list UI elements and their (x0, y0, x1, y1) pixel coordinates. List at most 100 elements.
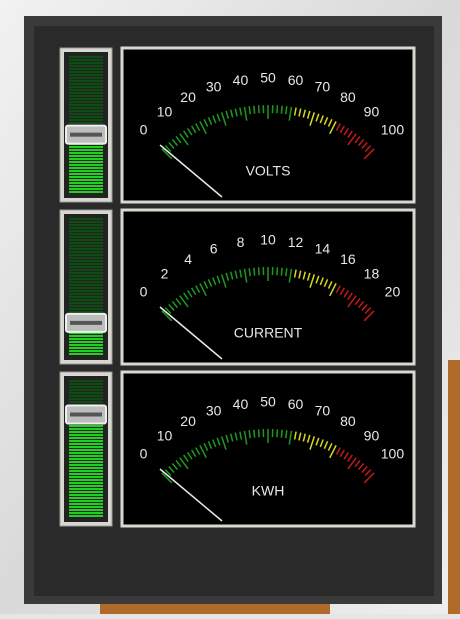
scale-tick (254, 106, 255, 114)
slider-stripe (69, 296, 103, 298)
slider-stripe (69, 515, 103, 517)
slider-handle-groove (70, 321, 102, 325)
scale-label: 10 (260, 232, 276, 248)
slider-stripe (69, 350, 103, 352)
slider-stripe (69, 470, 103, 472)
slider-stripe (69, 431, 103, 433)
slider-stripe (69, 446, 103, 448)
slider-stripe (69, 248, 103, 250)
slider-stripe (69, 266, 103, 268)
slider-stripe (69, 74, 103, 76)
slider-stripe (69, 428, 103, 430)
slider-stripe (69, 161, 103, 163)
slider-stripe (69, 500, 103, 502)
slider-stripe (69, 182, 103, 184)
slider-stripe (69, 119, 103, 121)
slider-stripe (69, 173, 103, 175)
scale-label: 12 (288, 234, 304, 250)
scale-tick (249, 106, 250, 114)
slider-stripe (69, 56, 103, 58)
slider-stripe (69, 83, 103, 85)
slider-stripe (69, 440, 103, 442)
slider-stripe (69, 272, 103, 274)
scale-label: 70 (315, 78, 331, 94)
slider-stripe (69, 98, 103, 100)
slider-stripe (69, 80, 103, 82)
slider-stripe (69, 89, 103, 91)
scale-label: 80 (340, 413, 356, 429)
slider-stripe (69, 257, 103, 259)
slider-stripe (69, 347, 103, 349)
slider-stripe (69, 245, 103, 247)
scale-tick (281, 268, 282, 276)
slider-stripe (69, 308, 103, 310)
slider-stripe (69, 386, 103, 388)
slider-stripe (69, 122, 103, 124)
slider-stripe (69, 284, 103, 286)
slider-stripe (69, 176, 103, 178)
scale-tick (249, 268, 250, 276)
slider-handle-groove (70, 133, 102, 137)
slider-stripe (69, 86, 103, 88)
slider-stripe (69, 164, 103, 166)
slider-stripe (69, 65, 103, 67)
scale-label: 20 (180, 413, 196, 429)
slider-stripe (69, 509, 103, 511)
slider-stripe (69, 179, 103, 181)
slider-stripe (69, 110, 103, 112)
scale-label: 16 (340, 251, 356, 267)
scale-label: 30 (206, 402, 222, 418)
slider-stripe (69, 92, 103, 94)
slider-stripe (69, 506, 103, 508)
scale-label: 40 (233, 72, 249, 88)
slider-stripe (69, 425, 103, 427)
slider-stripe (69, 482, 103, 484)
scale-label: 100 (381, 121, 405, 137)
scale-tick (286, 106, 287, 114)
scale-tick (259, 267, 260, 275)
slider (60, 372, 112, 526)
scale-tick (277, 267, 278, 275)
slider-stripe (69, 491, 103, 493)
scale-label: 20 (385, 283, 401, 299)
slider-stripe (69, 95, 103, 97)
scale-tick (259, 105, 260, 113)
gauge-label: VOLTS (246, 163, 291, 179)
slider-stripe (69, 380, 103, 382)
scale-label: 90 (364, 103, 380, 119)
scale-tick (286, 430, 287, 438)
slider-stripe (69, 467, 103, 469)
scale-label: 50 (260, 70, 276, 86)
slider-stripe (69, 104, 103, 106)
scale-label: 30 (206, 78, 222, 94)
slider-stripe (69, 170, 103, 172)
slider-stripe (69, 443, 103, 445)
slider-stripe (69, 233, 103, 235)
scale-tick (286, 268, 287, 276)
slider-stripe (69, 275, 103, 277)
slider-stripe (69, 263, 103, 265)
scale-label: 60 (288, 396, 304, 412)
slider-stripe (69, 242, 103, 244)
slider-stripe (69, 341, 103, 343)
slider-stripe (69, 452, 103, 454)
slider-stripe (69, 344, 103, 346)
gauge-label: CURRENT (234, 325, 303, 341)
scale-tick (254, 268, 255, 276)
slider-stripe (69, 59, 103, 61)
slider-stripe (69, 152, 103, 154)
scale-label: 70 (315, 402, 331, 418)
scale-tick (249, 430, 250, 438)
slider-stripe (69, 497, 103, 499)
scale-tick (277, 429, 278, 437)
scale-tick (277, 105, 278, 113)
slider-stripe (69, 338, 103, 340)
slider-stripe (69, 77, 103, 79)
scale-label: 0 (140, 121, 148, 137)
slider-stripe (69, 389, 103, 391)
slider-stripe (69, 218, 103, 220)
gauge-label: KWH (252, 483, 285, 499)
slider-stripe (69, 146, 103, 148)
